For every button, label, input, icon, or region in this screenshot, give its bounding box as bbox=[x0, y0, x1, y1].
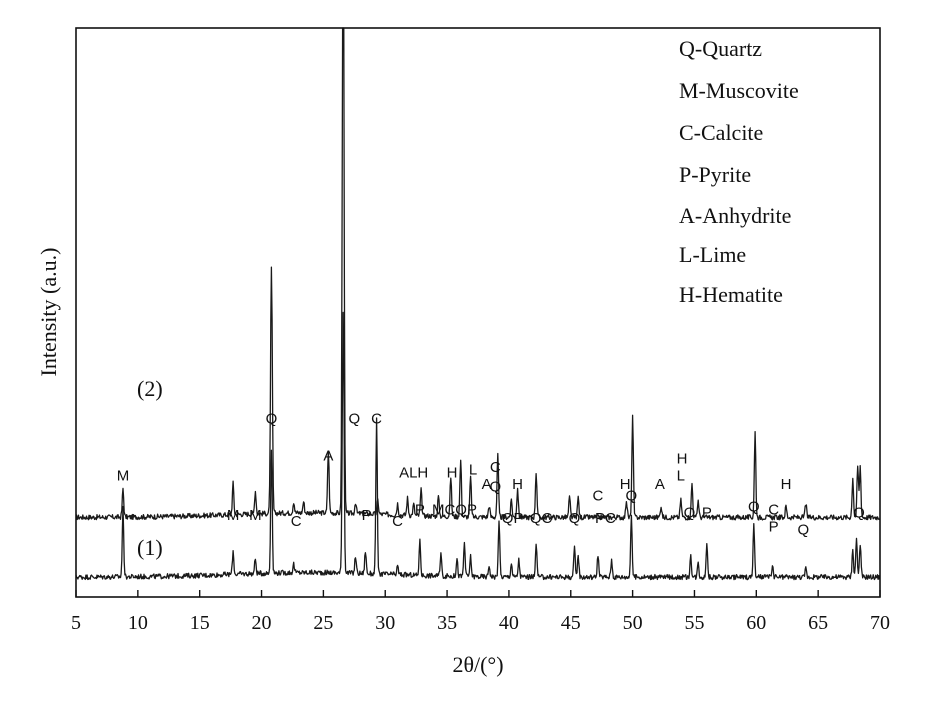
peak-label: QP bbox=[502, 510, 524, 527]
peak-label: Q bbox=[569, 510, 581, 527]
peak-label: H bbox=[512, 476, 523, 493]
peak-label: H bbox=[620, 476, 631, 493]
peak-label: ALH bbox=[399, 465, 428, 482]
peak-label: Q bbox=[348, 410, 360, 427]
x-tick-label-5: 30 bbox=[375, 612, 395, 634]
peak-label: Q bbox=[853, 504, 865, 521]
peak-label: P bbox=[702, 504, 712, 521]
peak-label: P bbox=[362, 507, 372, 524]
peak-label: C bbox=[371, 410, 382, 427]
peak-label: L bbox=[677, 467, 685, 484]
peak-label: Q bbox=[748, 499, 760, 516]
peak-label: Q bbox=[684, 504, 696, 521]
x-tick-label-10: 55 bbox=[684, 612, 704, 634]
xrd-trace-upper bbox=[75, 27, 881, 521]
legend-entry-quartz: Q-Quartz bbox=[679, 36, 762, 61]
peak-label: Q bbox=[489, 479, 501, 496]
legend-entry-muscovite: M-Muscovite bbox=[679, 78, 799, 103]
x-tick-label-9: 50 bbox=[623, 612, 643, 634]
peak-label: A bbox=[655, 476, 665, 493]
x-axis: 5 10 15 20 25 30 35 40 45 50 55 60 65 70 bbox=[71, 590, 890, 634]
x-tick-label-4: 25 bbox=[313, 612, 333, 634]
x-tick-label-0: 5 bbox=[71, 612, 81, 634]
peak-label: M bbox=[117, 467, 130, 484]
peak-label: M bbox=[249, 507, 262, 524]
peak-label: Q bbox=[266, 410, 278, 427]
peak-label: L bbox=[469, 462, 477, 479]
peak-label: C bbox=[490, 459, 501, 476]
x-axis-title: 2θ/(°) bbox=[452, 652, 503, 677]
legend-entry-hematite: H-Hematite bbox=[679, 282, 783, 307]
x-tick-label-13: 70 bbox=[870, 612, 890, 634]
peak-label: C bbox=[768, 501, 779, 518]
x-tick-label-3: 20 bbox=[252, 612, 272, 634]
x-tick-label-2: 15 bbox=[190, 612, 210, 634]
peak-label: H bbox=[447, 465, 458, 482]
x-tick-label-12: 65 bbox=[808, 612, 828, 634]
peak-label: C bbox=[593, 487, 604, 504]
peak-label: A bbox=[482, 476, 492, 493]
x-tick-label-7: 40 bbox=[499, 612, 519, 634]
peak-label: C bbox=[392, 513, 403, 530]
legend-entry-anhydrite: A-Anhydrite bbox=[679, 203, 791, 228]
peak-label: Q bbox=[626, 487, 638, 504]
peak-label: M bbox=[227, 507, 240, 524]
peak-label: QC bbox=[530, 510, 553, 527]
peak-label: P bbox=[769, 519, 779, 536]
peak-label: MCQP bbox=[432, 501, 477, 518]
y-axis-title: Intensity (a.u.) bbox=[36, 248, 61, 377]
xrd-trace-lower bbox=[75, 311, 881, 581]
peak-label: A bbox=[323, 447, 333, 464]
peak-label: H bbox=[781, 476, 792, 493]
series-label-1: (1) bbox=[137, 535, 163, 560]
peak-label: P bbox=[415, 501, 425, 518]
peak-label: H bbox=[677, 450, 688, 467]
legend-entry-lime: L-Lime bbox=[679, 242, 746, 267]
x-tick-label-1: 10 bbox=[128, 612, 148, 634]
series-label-2: (2) bbox=[137, 376, 163, 401]
legend-entry-calcite: C-Calcite bbox=[679, 120, 763, 145]
peak-label: Q bbox=[797, 521, 809, 538]
x-tick-label-6: 35 bbox=[437, 612, 457, 634]
plot-area bbox=[75, 27, 881, 581]
plot-frame bbox=[75, 27, 881, 598]
x-tick-label-11: 60 bbox=[746, 612, 766, 634]
legend-entry-pyrite: P-Pyrite bbox=[679, 162, 751, 187]
legend: Q-Quartz M-Muscovite C-Calcite P-Pyrite … bbox=[679, 36, 799, 307]
x-tick-label-8: 45 bbox=[561, 612, 581, 634]
peak-label: PC bbox=[595, 510, 616, 527]
peak-label: C bbox=[291, 513, 302, 530]
